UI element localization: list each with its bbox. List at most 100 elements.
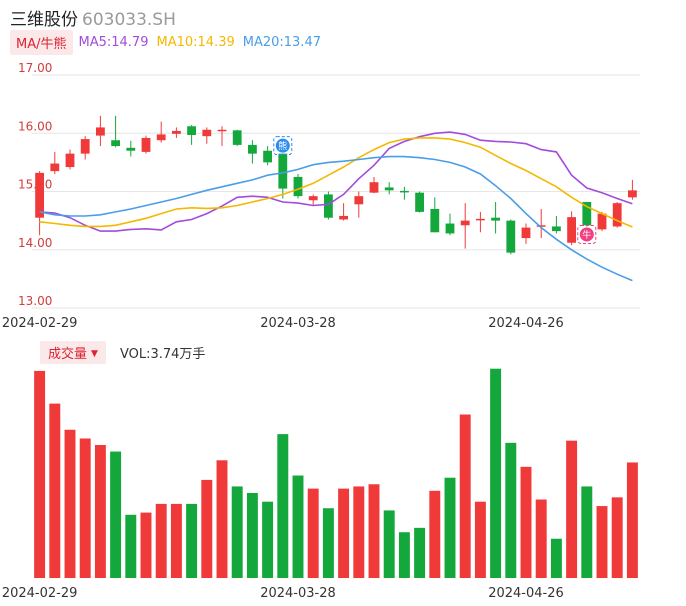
volume-bar xyxy=(231,486,243,578)
price-tick-label: 16.00 xyxy=(18,119,52,133)
volume-bar xyxy=(201,479,213,578)
volume-bar xyxy=(383,510,395,578)
volume-bar xyxy=(353,486,365,578)
volume-date-tick-label: 2024-04-26 xyxy=(488,586,564,601)
volume-bar xyxy=(505,442,517,578)
candle-body xyxy=(95,127,105,136)
volume-label: VOL:3.74万手 xyxy=(119,346,206,362)
candle-body xyxy=(475,218,485,221)
volume-bar xyxy=(186,503,198,578)
ma20-line xyxy=(39,155,633,282)
volume-bar xyxy=(611,497,623,578)
price-tick-label: 13.00 xyxy=(18,294,52,308)
date-tick-label: 2024-02-29 xyxy=(2,316,78,331)
volume-bar xyxy=(535,499,547,578)
volume-bar xyxy=(34,370,46,578)
candle-body xyxy=(263,150,273,163)
bull-marker-icon: 牛 xyxy=(577,224,597,244)
candle-body xyxy=(354,196,364,205)
volume-bar xyxy=(79,438,91,578)
volume-bar xyxy=(414,527,426,578)
volume-bar xyxy=(307,488,319,578)
volume-bar xyxy=(566,440,578,578)
ma-mode-button[interactable]: MA/牛熊 xyxy=(10,29,73,55)
volume-bar xyxy=(398,532,410,578)
volume-bar xyxy=(429,490,441,578)
price-tick-label: 17.00 xyxy=(18,61,52,75)
volume-date-tick-label: 2024-03-28 xyxy=(260,586,336,601)
ma5-line xyxy=(39,131,633,232)
candle-body xyxy=(293,176,303,197)
candle-body xyxy=(232,130,242,145)
volume-bar xyxy=(474,501,486,578)
candle-body xyxy=(247,144,257,154)
volume-bar xyxy=(338,488,350,578)
volume-bar xyxy=(322,508,334,578)
stock-name: 三维股份 xyxy=(10,10,78,30)
candle-body xyxy=(65,153,75,168)
candle-body xyxy=(217,129,227,132)
volume-bar xyxy=(140,512,152,578)
candle-body xyxy=(551,226,561,232)
candle-body xyxy=(384,187,394,191)
marker-frame xyxy=(273,136,293,156)
marker-disc xyxy=(275,138,290,153)
candle-body xyxy=(460,220,470,226)
candle-body xyxy=(141,137,151,152)
candle-body xyxy=(50,163,60,172)
chevron-down-icon: ▼ xyxy=(91,348,98,359)
volume-bar xyxy=(262,501,274,578)
marker-glyph: 牛 xyxy=(582,229,591,241)
volume-bar xyxy=(626,462,638,578)
volume-bar xyxy=(125,514,137,578)
volume-bar xyxy=(550,538,562,578)
candle-body xyxy=(187,126,197,135)
volume-bar xyxy=(94,445,106,578)
bear-marker-icon: 熊 xyxy=(273,136,293,156)
candle-body xyxy=(536,225,546,227)
volume-bar xyxy=(110,451,122,578)
volume-bar xyxy=(292,475,304,578)
candle-body xyxy=(430,208,440,233)
volume-indicator-button[interactable]: 成交量 ▼ xyxy=(40,340,106,364)
ma20-label: MA20:13.47 xyxy=(242,34,321,50)
candle-body xyxy=(339,215,349,220)
candle-body xyxy=(156,134,166,141)
candle-body xyxy=(582,201,592,226)
volume-bar xyxy=(246,492,258,578)
candle-body xyxy=(369,182,379,193)
volume-bar xyxy=(277,434,289,578)
volume-bar xyxy=(170,503,182,578)
volume-bar xyxy=(216,460,228,578)
candle-body xyxy=(111,140,121,147)
price-tick-label: 14.00 xyxy=(18,236,52,250)
candle-body xyxy=(80,139,90,154)
stock-title: 三维股份 603033.SH xyxy=(10,5,176,30)
candle-body xyxy=(491,217,501,221)
volume-bar xyxy=(459,414,471,578)
candle-body xyxy=(567,217,577,243)
candle-body xyxy=(35,172,45,218)
candle-body xyxy=(202,129,212,137)
indicator-bar: MA/牛熊 MA5:14.79 MA10:14.39 MA20:13.47 xyxy=(10,29,329,55)
candle-body xyxy=(323,194,333,218)
volume-bar xyxy=(155,503,167,578)
volume-header: 成交量 ▼ VOL:3.74万手 xyxy=(40,340,206,364)
volume-bar xyxy=(490,368,502,578)
date-tick-label: 2024-04-26 xyxy=(488,316,564,331)
volume-date-tick-label: 2024-02-29 xyxy=(2,586,78,601)
ma5-label: MA5:14.79 xyxy=(78,34,149,50)
volume-button-label: 成交量 xyxy=(48,346,88,362)
volume-bar xyxy=(520,466,532,578)
candle-body xyxy=(612,203,622,227)
candle-body xyxy=(278,153,288,189)
volume-bar xyxy=(49,403,61,578)
marker-disc xyxy=(579,227,594,242)
candle-body xyxy=(597,213,607,230)
candle-body xyxy=(521,227,531,239)
volume-bar xyxy=(444,477,456,578)
volume-bar xyxy=(596,506,608,578)
candle-body xyxy=(415,192,425,212)
volume-bar xyxy=(581,486,593,578)
